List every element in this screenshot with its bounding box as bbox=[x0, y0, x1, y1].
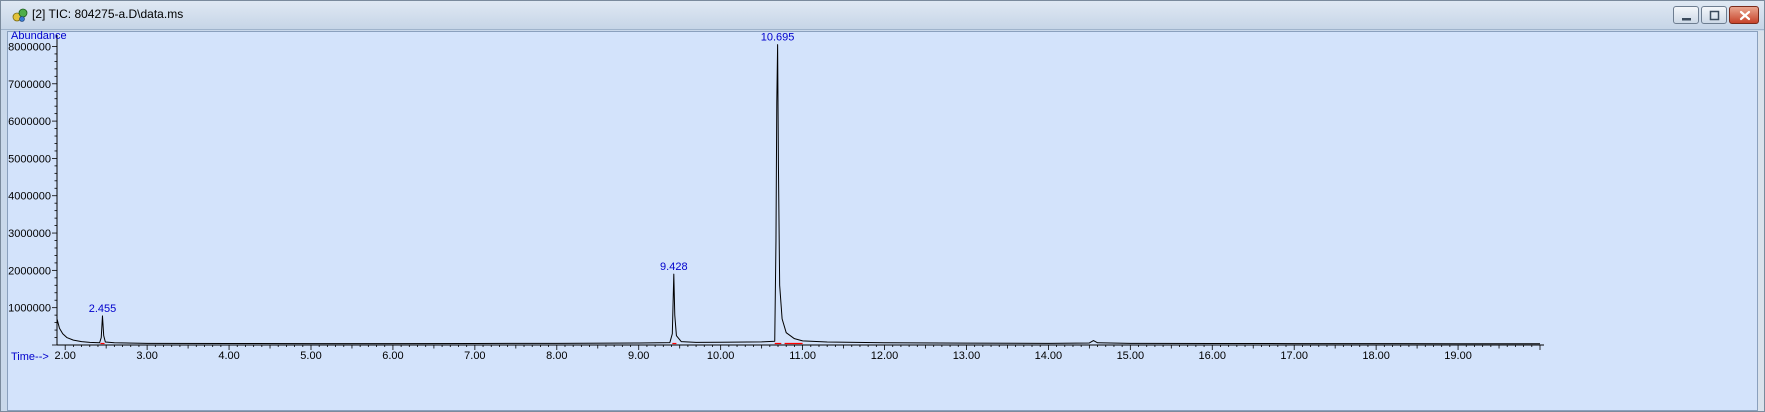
x-tick-label: 5.00 bbox=[300, 350, 321, 362]
x-tick-label: 10.00 bbox=[707, 350, 735, 362]
peak-label[interactable]: 10.695 bbox=[761, 32, 795, 44]
x-tick-label: 16.00 bbox=[1198, 350, 1226, 362]
maximize-button[interactable] bbox=[1701, 6, 1727, 24]
x-tick-label: 6.00 bbox=[382, 350, 403, 362]
x-tick-label: 18.00 bbox=[1362, 350, 1390, 362]
close-icon bbox=[1739, 10, 1751, 21]
minimize-button[interactable] bbox=[1673, 6, 1699, 24]
x-tick-label: 11.00 bbox=[789, 350, 816, 362]
window-title: [2] TIC: 804275-a.D\data.ms bbox=[32, 7, 184, 21]
tic-trace-line[interactable] bbox=[56, 44, 1541, 345]
y-tick-label: 3000000 bbox=[8, 228, 51, 240]
plot-area[interactable] bbox=[7, 31, 1758, 411]
x-tick-label: 13.00 bbox=[953, 350, 981, 362]
title-bar[interactable]: [2] TIC: 804275-a.D\data.ms bbox=[1, 1, 1764, 30]
x-tick-label: 12.00 bbox=[871, 350, 899, 362]
x-tick-label: 7.00 bbox=[464, 350, 485, 362]
tic-chromatogram-chart[interactable]: 2.00 3.00 4.00 5.00 6.00 7.00 8.00 9.00 10.00 11.… bbox=[7, 31, 1758, 411]
x-tick-label: 17.00 bbox=[1280, 350, 1308, 362]
y-tick-label: 6000000 bbox=[8, 116, 51, 128]
y-tick-label: 5000000 bbox=[8, 153, 51, 165]
window-right-edge bbox=[1758, 31, 1764, 411]
minimize-icon bbox=[1682, 18, 1691, 21]
x-tick-label: 3.00 bbox=[136, 350, 157, 362]
x-tick-label: 8.00 bbox=[546, 350, 567, 362]
peak-label[interactable]: 9.428 bbox=[660, 261, 688, 273]
y-tick-label: 2000000 bbox=[8, 265, 51, 277]
y-tick-label: 7000000 bbox=[8, 79, 51, 91]
y-tick-label: 4000000 bbox=[8, 191, 51, 203]
x-tick-label: 9.00 bbox=[628, 350, 649, 362]
x-tick-label: 14.00 bbox=[1035, 350, 1063, 362]
close-button[interactable] bbox=[1729, 6, 1759, 24]
y-tick-label: 1000000 bbox=[8, 303, 51, 315]
x-tick-label: 4.00 bbox=[218, 350, 239, 362]
y-axis-title: Abundance bbox=[11, 31, 67, 42]
x-tick-label: 2.00 bbox=[54, 350, 75, 362]
chromatogram-app-icon bbox=[12, 8, 28, 22]
y-tick-label: 8000000 bbox=[8, 41, 51, 53]
x-axis-title: Time--> bbox=[11, 351, 49, 363]
peak-label[interactable]: 2.455 bbox=[89, 303, 117, 315]
x-tick-label: 19.00 bbox=[1444, 350, 1472, 362]
maximize-icon bbox=[1709, 10, 1720, 21]
x-tick-label: 15.00 bbox=[1117, 350, 1145, 362]
